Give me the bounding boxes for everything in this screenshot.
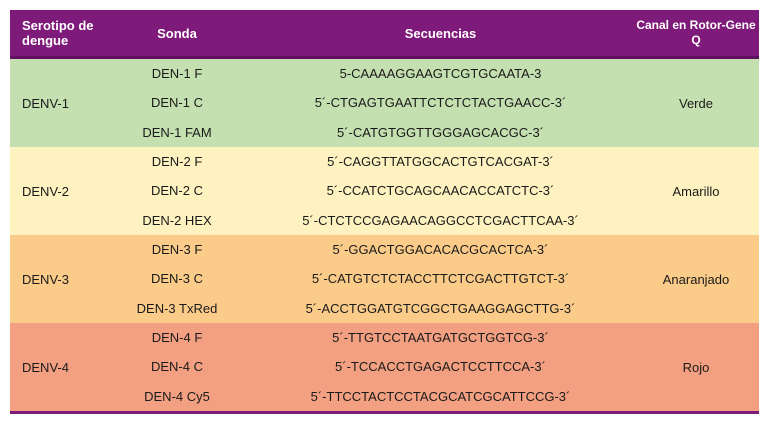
serotype-group: DENV-2 DEN-2 F 5´-CAGGTTATGGCACTGTCACGAT-3… <box>10 147 759 235</box>
table-bottom-rule <box>10 411 759 414</box>
probe-cell: DEN-1 C <box>150 95 203 111</box>
serotype-probe-table: Serotipo de dengue Sonda Secuencias Cana… <box>10 10 759 414</box>
sequence-cell: 5´-TTCCTACTCCTACGCATCGCATTCCG-3´ <box>310 388 571 404</box>
probe-cell: DEN-4 F <box>151 330 203 346</box>
table-row: DEN-4 F 5´-TTGTCCTAATGATGCTGGTCG-3´ <box>106 323 633 352</box>
table-row: DEN-2 C 5´-CCATCTGCAGCAACACCATCTC-3´ <box>106 176 633 205</box>
serotype-cell: DENV-1 <box>22 95 69 111</box>
sequence-cell: 5-CAAAAGGAAGTCGTGCAATA-3 <box>339 66 542 82</box>
table-header: Serotipo de dengue Sonda Secuencias Cana… <box>10 10 759 59</box>
sequence-cell: 5´-CATGTCTCTACCTTCTCGACTTGTCT-3´ <box>311 271 570 287</box>
sequence-cell: 5´-CTGAGTGAATTCTCTCTACTGAACC-3´ <box>314 95 567 111</box>
sequence-cell: 5´-ACCTGGATGTCGGCTGAAGGAGCTTG-3´ <box>305 300 576 316</box>
sequence-cell: 5´-CATGTGGTTGGGAGCACGC-3´ <box>336 124 545 140</box>
serotype-group: DENV-4 DEN-4 F 5´-TTGTCCTAATGATGCTGGTCG-3´… <box>10 323 759 411</box>
table-row: DEN-3 C 5´-CATGTCTCTACCTTCTCGACTTGTCT-3´ <box>106 264 633 293</box>
serotype-cell: DENV-3 <box>22 271 69 287</box>
sequence-cell: 5´-TCCACCTGAGACTCCTTCCA-3´ <box>335 359 546 375</box>
sequence-cell: 5´-TTGTCCTAATGATGCTGGTCG-3´ <box>332 330 549 346</box>
channel-cell: Verde <box>679 95 713 111</box>
channel-cell: Anaranjado <box>662 271 730 287</box>
channel-cell: Amarillo <box>672 183 720 199</box>
table-row: DEN-1 C 5´-CTGAGTGAATTCTCTCTACTGAACC-3´ <box>106 88 633 117</box>
table-row: DEN-1 FAM 5´-CATGTGGTTGGGAGCACGC-3´ <box>106 118 633 147</box>
probe-cell: DEN-2 C <box>150 183 203 199</box>
serotype-cell: DENV-4 <box>22 359 69 375</box>
probe-cell: DEN-4 Cy5 <box>144 388 210 404</box>
probe-cell: DEN-3 C <box>150 271 203 287</box>
probe-cell: DEN-4 C <box>150 359 203 375</box>
serotype-group: DENV-3 DEN-3 F 5´-GGACTGGACACACGCACTCA-3´ D… <box>10 235 759 323</box>
probe-cell: DEN-3 F <box>151 242 203 258</box>
header-serotype: Serotipo de dengue <box>22 18 94 48</box>
probe-rows: DEN-1 F 5-CAAAAGGAAGTCGTGCAATA-3 DEN-1 C 5´… <box>106 59 633 147</box>
header-probe: Sonda <box>157 25 197 41</box>
table-row: DEN-4 C 5´-TCCACCTGAGACTCCTTCCA-3´ <box>106 352 633 381</box>
sequence-cell: 5´-CCATCTGCAGCAACACCATCTC-3´ <box>326 183 555 199</box>
sequence-cell: 5´-GGACTGGACACACGCACTCA-3´ <box>332 242 549 258</box>
serotype-group: DENV-1 DEN-1 F 5-CAAAAGGAAGTCGTGCAATA-3 DEN… <box>10 59 759 147</box>
probe-cell: DEN-1 F <box>151 66 203 82</box>
sequence-cell: 5´-CAGGTTATGGCACTGTCACGAT-3´ <box>327 154 554 170</box>
probe-rows: DEN-4 F 5´-TTGTCCTAATGATGCTGGTCG-3´ DEN-4 … <box>106 323 633 411</box>
table-row: DEN-3 TxRed 5´-ACCTGGATGTCGGCTGAAGGAGCTTG… <box>106 294 633 323</box>
probe-rows: DEN-3 F 5´-GGACTGGACACACGCACTCA-3´ DEN-3 C… <box>106 235 633 323</box>
header-channel: Canal en Rotor-Gene Q <box>636 18 756 47</box>
table-row: DEN-1 F 5-CAAAAGGAAGTCGTGCAATA-3 <box>106 59 633 88</box>
channel-cell: Rojo <box>682 359 710 375</box>
table-row: DEN-2 HEX 5´-CTCTCCGAGAACAGGCCTCGACTTCAA-… <box>106 206 633 235</box>
sequence-cell: 5´-CTCTCCGAGAACAGGCCTCGACTTCAA-3´ <box>302 212 579 228</box>
probe-cell: DEN-1 FAM <box>142 124 212 140</box>
serotype-cell: DENV-2 <box>22 183 69 199</box>
probe-cell: DEN-2 HEX <box>142 212 212 228</box>
probe-rows: DEN-2 F 5´-CAGGTTATGGCACTGTCACGAT-3´ DEN-2… <box>106 147 633 235</box>
table-row: DEN-3 F 5´-GGACTGGACACACGCACTCA-3´ <box>106 235 633 264</box>
header-sequences: Secuencias <box>404 25 477 41</box>
probe-cell: DEN-3 TxRed <box>136 300 218 316</box>
table-row: DEN-2 F 5´-CAGGTTATGGCACTGTCACGAT-3´ <box>106 147 633 176</box>
probe-cell: DEN-2 F <box>151 154 203 170</box>
table-row: DEN-4 Cy5 5´-TTCCTACTCCTACGCATCGCATTCCG-3… <box>106 382 633 411</box>
